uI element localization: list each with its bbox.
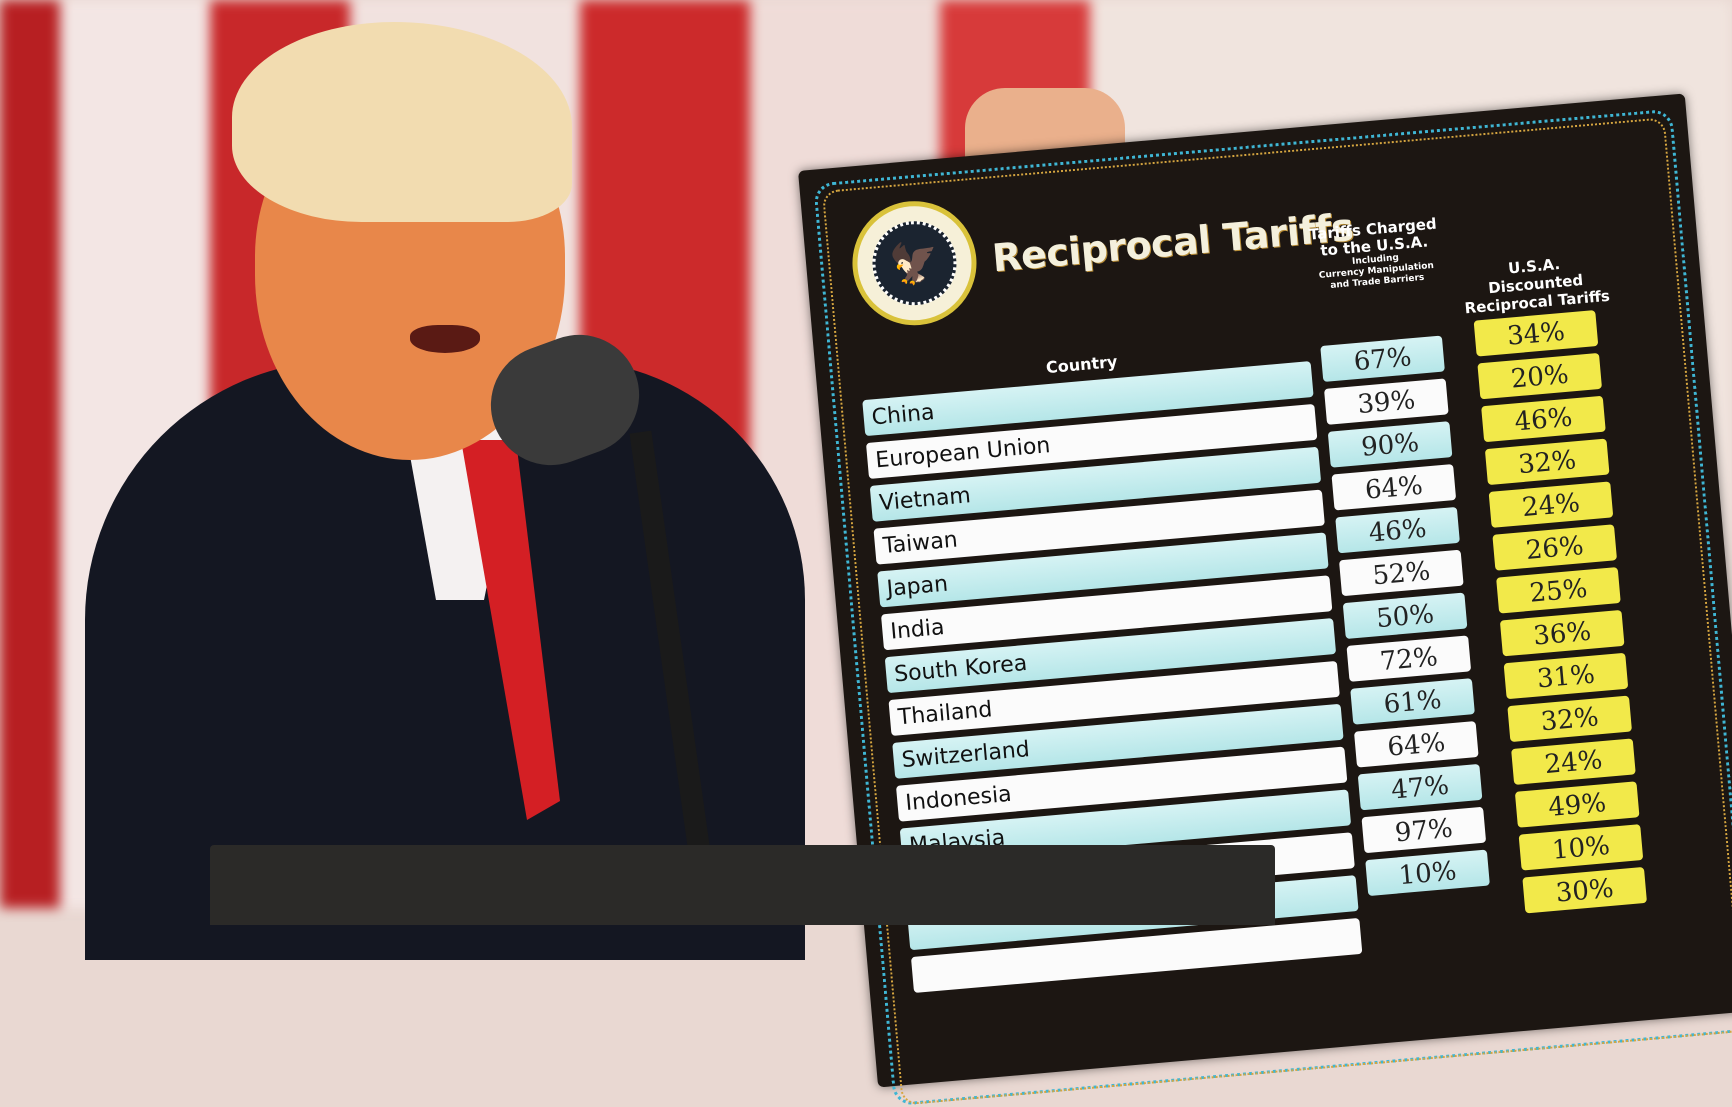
hair bbox=[232, 22, 572, 222]
podium bbox=[210, 845, 1275, 925]
tariff-board: 🦅 Reciprocal Tariffs Country Tariffs Cha… bbox=[798, 93, 1732, 1107]
mouth bbox=[410, 325, 480, 353]
charged-header: Tariffs Charged to the U.S.A. Including … bbox=[1305, 215, 1445, 294]
